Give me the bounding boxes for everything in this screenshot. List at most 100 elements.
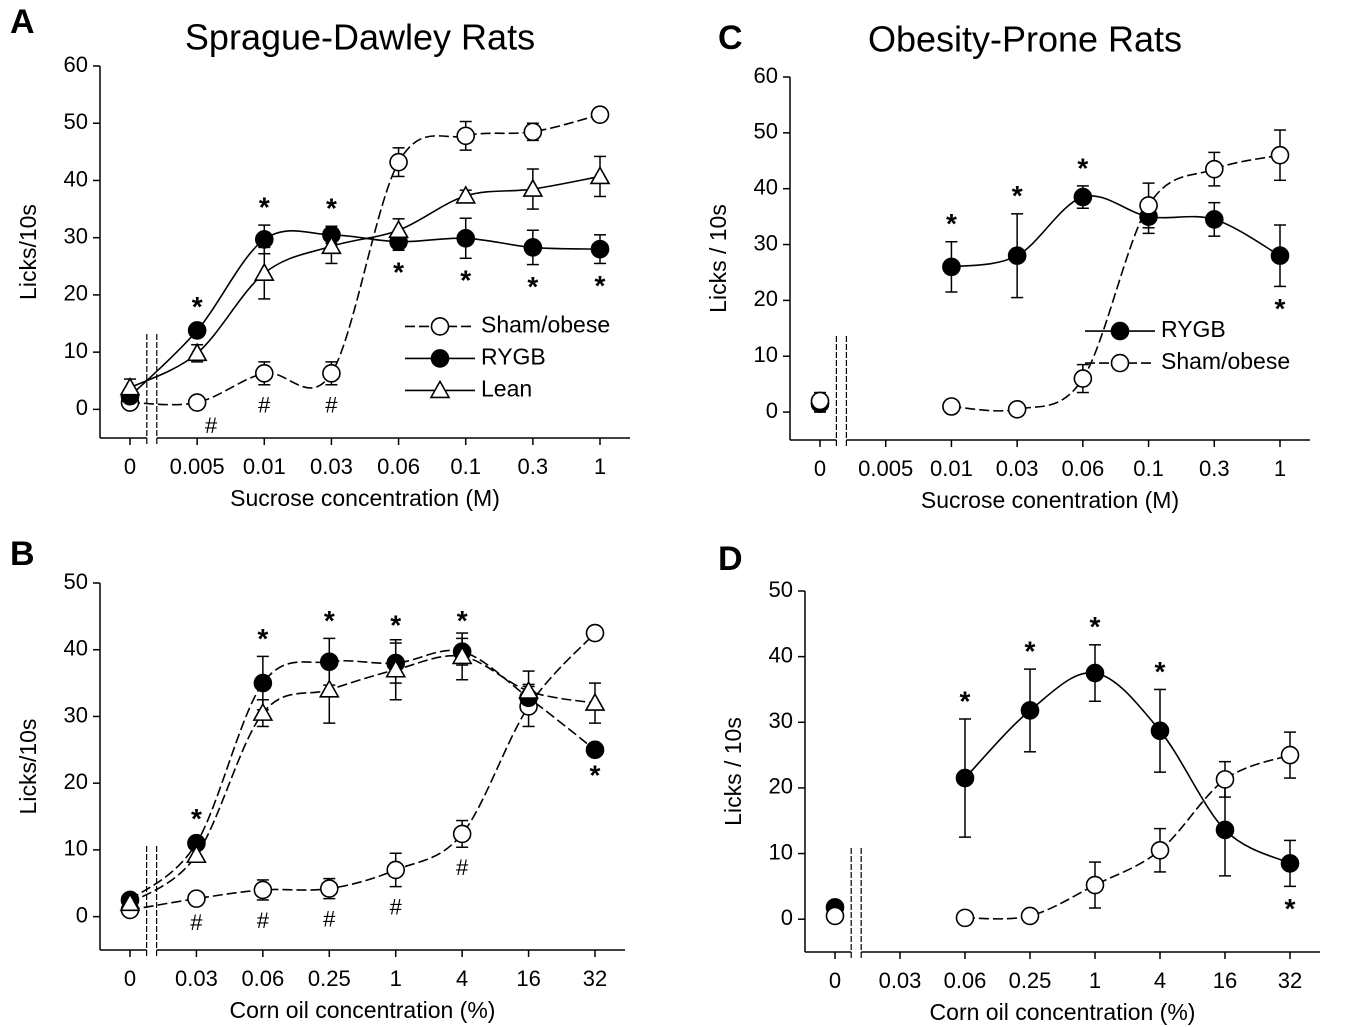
data-point bbox=[386, 860, 406, 880]
y-axis-label: Licks / 10s bbox=[705, 204, 731, 313]
data-point bbox=[1270, 145, 1290, 165]
data-point bbox=[119, 377, 141, 396]
data-point bbox=[186, 342, 208, 362]
data-point bbox=[1007, 399, 1027, 419]
data-point bbox=[1204, 159, 1224, 179]
x-tick-label: 0.06 bbox=[944, 968, 987, 993]
y-tick-label: 50 bbox=[64, 569, 88, 594]
legend-marker bbox=[1110, 353, 1130, 373]
x-tick-label: 1 bbox=[1274, 456, 1286, 481]
data-point bbox=[585, 740, 605, 760]
y-tick-label: 50 bbox=[769, 577, 793, 602]
x-tick-label: 4 bbox=[456, 966, 468, 991]
y-tick-label: 30 bbox=[769, 708, 793, 733]
data-point bbox=[253, 673, 273, 693]
x-axis-label: Corn oil concentration (%) bbox=[230, 997, 496, 1023]
data-point bbox=[1085, 875, 1105, 895]
data-point bbox=[1020, 701, 1040, 720]
y-axis-label: Licks/10s bbox=[15, 204, 41, 300]
data-point bbox=[253, 880, 273, 900]
data-point bbox=[1073, 369, 1093, 388]
y-tick-label: 20 bbox=[754, 286, 778, 311]
y-axis-label: Licks / 10s bbox=[720, 717, 746, 826]
data-point bbox=[321, 235, 342, 255]
y-tick-label: 40 bbox=[64, 166, 88, 191]
y-tick-label: 0 bbox=[766, 398, 778, 423]
series-line bbox=[129, 649, 596, 901]
y-tick-label: 0 bbox=[76, 902, 88, 927]
significance-star: * bbox=[1155, 656, 1166, 687]
data-point bbox=[389, 152, 408, 172]
panel-letter: A bbox=[10, 3, 35, 41]
y-tick-label: 40 bbox=[754, 175, 778, 200]
y-axis-label: Licks/10s bbox=[15, 719, 41, 815]
data-point bbox=[942, 257, 961, 277]
x-tick-label: 0.1 bbox=[1133, 456, 1164, 481]
series-line bbox=[129, 632, 596, 911]
data-point bbox=[1215, 770, 1235, 789]
significance-star: * bbox=[1025, 635, 1036, 666]
y-tick-label: 50 bbox=[64, 109, 88, 134]
data-point bbox=[1007, 246, 1027, 266]
y-tick-label: 40 bbox=[769, 642, 793, 667]
data-point bbox=[187, 393, 207, 412]
significance-star: * bbox=[326, 193, 337, 224]
data-point bbox=[319, 652, 339, 672]
y-tick-label: 60 bbox=[754, 63, 778, 88]
significance-star: * bbox=[1090, 611, 1101, 642]
data-point bbox=[385, 659, 407, 678]
data-point bbox=[1073, 187, 1093, 207]
data-point bbox=[318, 679, 340, 698]
data-point bbox=[388, 219, 409, 239]
significance-hash: # bbox=[258, 393, 271, 418]
significance-star: * bbox=[191, 803, 202, 834]
x-tick-label: 0.06 bbox=[241, 966, 284, 991]
data-point bbox=[254, 230, 274, 249]
data-point bbox=[187, 321, 207, 340]
x-axis-label: Sucrose concentration (M) bbox=[230, 485, 500, 511]
x-tick-label: 0 bbox=[124, 454, 136, 479]
significance-star: * bbox=[460, 265, 471, 296]
data-point bbox=[590, 239, 610, 259]
significance-star: * bbox=[192, 291, 203, 322]
y-tick-label: 0 bbox=[781, 905, 793, 930]
data-point bbox=[1215, 820, 1235, 840]
x-axis-label: Corn oil concentration (%) bbox=[930, 999, 1196, 1025]
significance-star: * bbox=[1012, 180, 1023, 211]
data-point bbox=[254, 364, 274, 383]
y-tick-label: 10 bbox=[754, 342, 778, 367]
significance-star: * bbox=[324, 605, 335, 636]
x-tick-label: 0.005 bbox=[170, 454, 225, 479]
y-tick-label: 40 bbox=[64, 636, 88, 661]
x-tick-label: 1 bbox=[594, 454, 606, 479]
data-point bbox=[1150, 840, 1170, 860]
x-tick-label: 0.3 bbox=[1199, 456, 1230, 481]
data-point bbox=[522, 178, 544, 197]
legend-marker bbox=[430, 317, 450, 336]
significance-star: * bbox=[595, 270, 606, 301]
data-point bbox=[590, 105, 610, 124]
x-axis-label: Sucrose conentration (M) bbox=[921, 487, 1179, 513]
y-tick-label: 20 bbox=[64, 281, 88, 306]
x-tick-label: 1 bbox=[1089, 968, 1101, 993]
x-tick-label: 0.03 bbox=[175, 966, 218, 991]
panel-letter: B bbox=[10, 535, 35, 573]
legend-marker bbox=[1110, 321, 1130, 341]
data-point bbox=[253, 262, 275, 281]
legend-label: RYGB bbox=[481, 343, 546, 369]
data-point bbox=[319, 879, 339, 898]
data-point bbox=[1085, 663, 1105, 683]
legend-label: Sham/obese bbox=[1161, 348, 1290, 374]
legend-label: Lean bbox=[481, 375, 532, 401]
x-tick-label: 0.03 bbox=[310, 454, 353, 479]
significance-hash: # bbox=[390, 894, 403, 919]
significance-star: * bbox=[259, 191, 270, 222]
legend-marker bbox=[430, 349, 450, 368]
data-point bbox=[452, 824, 472, 844]
data-point bbox=[825, 906, 845, 926]
significance-hash: # bbox=[323, 906, 336, 931]
data-point bbox=[451, 645, 473, 665]
series-line bbox=[129, 175, 601, 389]
data-point bbox=[322, 364, 341, 383]
